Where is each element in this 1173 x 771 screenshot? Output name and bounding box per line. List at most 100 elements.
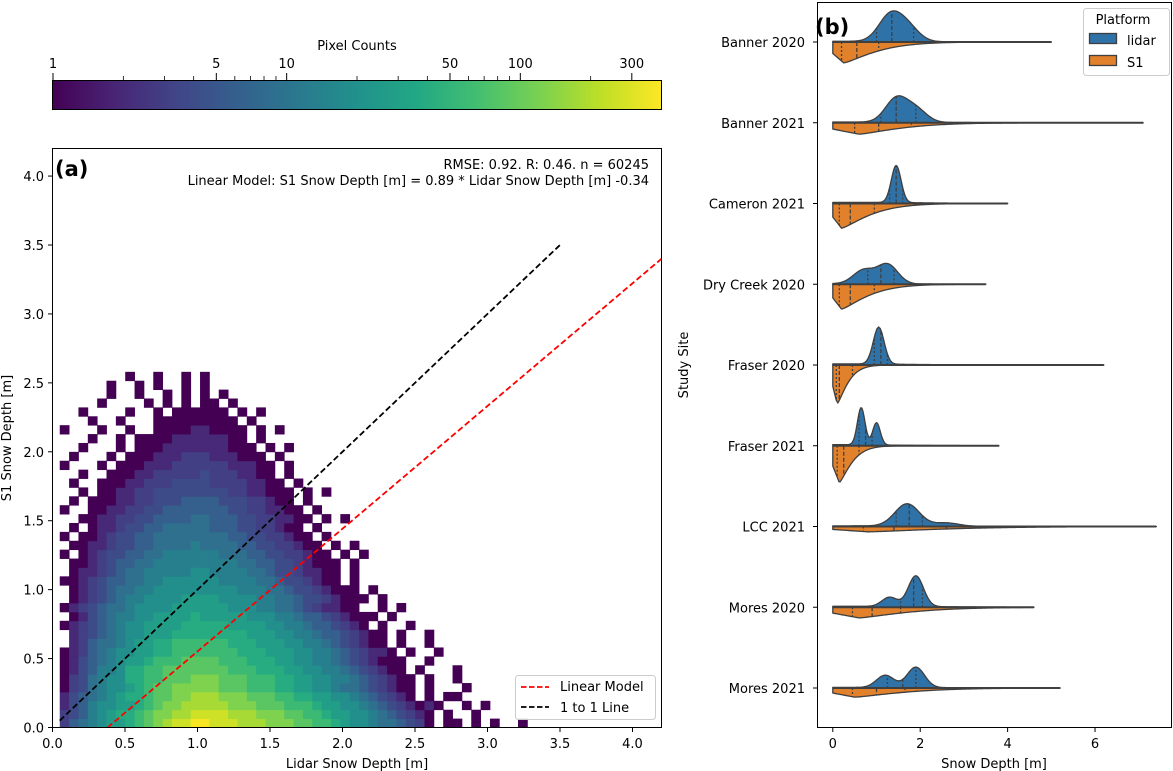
heatmap-cell <box>78 549 89 559</box>
heatmap-cell <box>181 514 192 524</box>
heatmap-cell <box>387 611 397 622</box>
heatmap-cell <box>302 531 313 542</box>
heatmap-cell <box>97 691 107 702</box>
heatmap-cell <box>228 629 238 639</box>
heatmap-cell <box>359 620 369 631</box>
heatmap-cell <box>209 549 220 559</box>
panel-b-frame <box>817 2 1172 728</box>
heatmap-cell <box>218 531 229 542</box>
violin-lidar <box>832 10 1052 43</box>
heatmap-cell <box>143 505 154 515</box>
heatmap-cell <box>359 594 369 604</box>
heatmap-cell <box>115 522 126 533</box>
heatmap-cell <box>69 540 79 551</box>
heatmap-cell <box>190 638 201 648</box>
heatmap-cell <box>209 709 220 720</box>
x-tick-label: 3.0 <box>477 737 498 752</box>
x-axis-label: Lidar Snow Depth [m] <box>286 757 428 771</box>
heatmap-cell <box>274 611 285 622</box>
heatmap-cell <box>153 487 164 497</box>
heatmap-cell <box>209 514 220 524</box>
heatmap-cell <box>424 691 435 702</box>
heatmap-cell <box>171 407 182 417</box>
heatmap-cell <box>209 585 220 595</box>
heatmap-cell <box>237 558 248 568</box>
heatmap-cell <box>59 691 70 702</box>
heatmap-cell <box>368 638 379 648</box>
heatmap-cell <box>97 603 107 613</box>
heatmap-cell <box>153 425 164 435</box>
heatmap-cell <box>162 514 173 524</box>
heatmap-cell <box>171 442 182 453</box>
heatmap-cell <box>181 496 192 506</box>
heatmap-cell <box>181 603 192 613</box>
heatmap-cell <box>256 647 266 657</box>
heatmap-cell <box>115 638 126 648</box>
heatmap-cell <box>106 638 117 648</box>
colorbar-tick-label: 1 <box>49 57 57 72</box>
heatmap-cell <box>190 656 201 666</box>
heatmap-cell <box>265 460 276 471</box>
legend-linear-model-label: Linear Model <box>560 680 644 695</box>
heatmap-cell <box>153 442 164 453</box>
heatmap-cell <box>190 478 201 488</box>
x-tick-label: 0.0 <box>42 737 63 752</box>
heatmap-cell <box>181 531 192 542</box>
heatmap-cell <box>312 522 323 533</box>
heatmap-cell <box>265 585 276 595</box>
stats-annotation: RMSE: 0.92. R: 0.46. n = 60245 <box>443 158 649 173</box>
heatmap-cell <box>330 594 341 604</box>
heatmap-cell <box>349 576 360 586</box>
heatmap-cell <box>256 558 266 568</box>
heatmap-cell <box>181 460 192 471</box>
heatmap-cell <box>97 718 107 728</box>
heatmap-cell <box>171 638 182 648</box>
heatmap-cell <box>153 718 164 728</box>
heatmap-cell <box>368 691 379 702</box>
heatmap-cell <box>181 434 192 444</box>
heatmap-cell <box>228 478 238 488</box>
heatmap-cell <box>78 531 89 542</box>
heatmap-cell <box>265 691 276 702</box>
heatmap-cell <box>162 469 173 479</box>
heatmap-cell <box>153 665 164 675</box>
heatmap-cell <box>377 647 388 657</box>
heatmap-cell <box>87 629 98 639</box>
heatmap-cell <box>87 416 98 426</box>
heatmap-cell <box>69 718 79 728</box>
heatmap-cell <box>69 709 79 720</box>
heatmap-cell <box>162 425 173 435</box>
heatmap-cell <box>190 496 201 506</box>
heatmap-cell <box>87 496 98 506</box>
y-tick-label: 0.0 <box>23 722 44 737</box>
heatmap-cell <box>200 549 210 559</box>
heatmap-cell <box>171 522 182 533</box>
heatmap-cell <box>87 611 98 622</box>
heatmap-cell <box>489 718 500 728</box>
heatmap-cell <box>59 603 70 613</box>
heatmap-cell <box>162 567 173 577</box>
heatmap-cell <box>134 442 145 453</box>
heatmap-cell <box>293 700 304 711</box>
heatmap-cell <box>256 451 266 462</box>
heatmap-cell <box>433 700 444 711</box>
heatmap-cell <box>293 549 304 559</box>
y-tick-label: 1.5 <box>23 515 44 530</box>
heatmap-cell <box>218 451 229 462</box>
heatmap-cell <box>396 656 407 666</box>
violin-s1 <box>832 202 1009 229</box>
heatmap-cell <box>218 496 229 506</box>
heatmap-cell <box>218 416 229 426</box>
heatmap-cell <box>330 603 341 613</box>
heatmap-cell <box>87 709 98 720</box>
heatmap-cell <box>115 487 126 497</box>
heatmap-cell <box>200 576 210 586</box>
heatmap-cell <box>265 603 276 613</box>
heatmap-cell <box>97 549 107 559</box>
heatmap-cell <box>321 647 332 657</box>
heatmap-cell <box>228 469 238 479</box>
heatmap-cell <box>200 371 210 382</box>
heatmap-cell <box>69 478 79 488</box>
heatmap-cell <box>312 549 323 559</box>
heatmap-cell <box>125 620 135 631</box>
